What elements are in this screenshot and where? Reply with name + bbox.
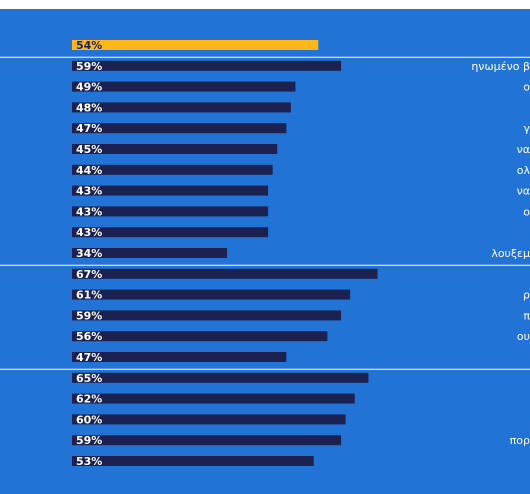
bar [72,414,346,425]
bar-value-label: 59% [76,434,102,447]
bar-value-label: 60% [76,413,102,426]
bar [72,435,342,446]
bar-value-label: 53% [76,455,102,468]
category-label: λουξεμ [491,247,530,260]
bar [72,331,328,342]
bar-value-label: 67% [76,268,102,281]
category-label: ρ [523,289,530,302]
bar-value-label: 59% [76,309,102,322]
bar [72,81,296,92]
bar [72,268,378,279]
bar-value-label: 47% [76,122,102,135]
bar [72,227,269,238]
bar-value-label: 59% [76,60,102,73]
bar-value-label: 43% [76,226,102,239]
bar-chart: 54% 59% ηνωμένο β 49% ο 48% 47% γ 45% να 44% ολ 43% ν… [0,39,530,468]
bar [72,164,273,175]
bar-value-label: 44% [76,164,102,177]
bar [72,144,278,154]
category-label: ο [523,81,530,94]
bar [72,206,269,217]
bar [72,310,342,321]
category-label: πορ [510,434,530,447]
bar-value-label: 34% [76,247,102,260]
bar-value-label: 48% [76,101,102,114]
bar-value-label: 45% [76,143,102,156]
category-label: ηνωμένο β [471,60,530,73]
category-label: ολ [517,164,530,177]
category-label: ο [523,205,530,218]
bar [72,40,319,50]
bar [72,185,269,196]
bar [72,372,369,383]
bar-value-label: 47% [76,351,102,364]
bar-value-label: 61% [76,289,102,302]
category-label: ου [517,330,530,343]
category-label: να [517,143,530,156]
bar [72,393,355,404]
bar-value-label: 62% [76,393,102,406]
bar [72,102,291,113]
bar [72,456,314,466]
chart-frame: 54% 59% ηνωμένο β 49% ο 48% 47% γ 45% να 44% ολ 43% ν… [0,9,530,494]
category-label: γ [523,122,530,135]
bar-value-label: 43% [76,205,102,218]
bar-value-label: 65% [76,372,102,385]
category-label: π [523,309,530,322]
bar [72,352,287,362]
bar-value-label: 56% [76,330,102,343]
bar-value-label: 54% [76,39,102,52]
bar-value-label: 43% [76,185,102,198]
bar [72,289,351,300]
bar [72,60,342,71]
bar [72,248,228,258]
bar [72,123,287,134]
bar-value-label: 49% [76,81,102,94]
category-label: να [517,185,530,198]
